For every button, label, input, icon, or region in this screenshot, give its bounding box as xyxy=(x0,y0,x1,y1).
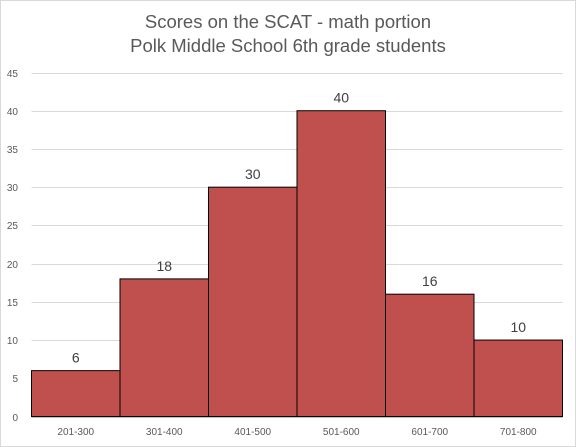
histogram-bar xyxy=(208,186,298,417)
data-label: 30 xyxy=(245,166,261,182)
histogram-bar xyxy=(296,110,386,417)
chart-subtitle: Polk Middle School 6th grade students xyxy=(130,35,446,56)
x-tick-label: 501-600 xyxy=(323,427,360,438)
y-tick-label: 35 xyxy=(7,145,19,156)
histogram-bar xyxy=(31,370,121,417)
data-label: 16 xyxy=(422,273,438,289)
y-tick-label: 30 xyxy=(7,183,19,194)
histogram-bar xyxy=(385,293,475,418)
histogram-bar xyxy=(473,339,563,417)
data-label: 40 xyxy=(333,90,349,106)
chart-title: Scores on the SCAT - math portion xyxy=(144,11,432,32)
data-label: 18 xyxy=(156,258,172,274)
x-tick-label: 401-500 xyxy=(234,427,271,438)
y-tick-label: 25 xyxy=(7,221,19,232)
chart-title-block: Scores on the SCAT - math portion Polk M… xyxy=(1,10,575,58)
y-tick-label: 10 xyxy=(7,336,19,347)
x-tick-label: 201-300 xyxy=(57,427,94,438)
y-tick-label: 5 xyxy=(12,374,18,385)
y-tick-label: 45 xyxy=(7,69,19,80)
y-tick-label: 15 xyxy=(7,298,19,309)
x-tick-label: 601-700 xyxy=(411,427,448,438)
y-tick-label: 0 xyxy=(12,413,18,424)
y-tick-label: 20 xyxy=(7,260,19,271)
x-tick-label: 301-400 xyxy=(146,427,183,438)
y-tick-label: 40 xyxy=(7,107,19,118)
data-label: 10 xyxy=(510,319,526,335)
data-label: 6 xyxy=(72,350,80,366)
histogram-bar xyxy=(119,278,209,417)
x-tick-label: 701-800 xyxy=(500,427,537,438)
